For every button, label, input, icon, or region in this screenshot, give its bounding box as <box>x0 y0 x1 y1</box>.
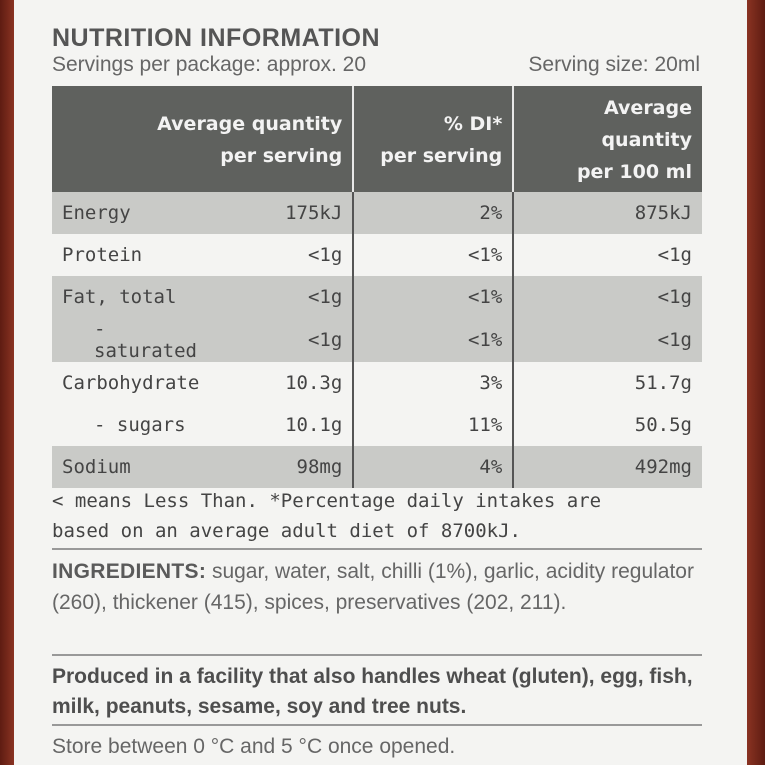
bottle-edge-right <box>747 0 765 765</box>
per-serving-value: <1g <box>209 318 355 362</box>
header-line: per 100 ml <box>576 161 692 183</box>
table-row: Protein <1g <1% <1g <box>52 234 702 276</box>
header-line: per serving <box>380 145 503 167</box>
per-serving-value: 175kJ <box>209 192 355 234</box>
nutrient-name: - saturated <box>52 318 210 362</box>
per-serving-value: 10.1g <box>209 404 355 446</box>
divider <box>52 724 702 726</box>
nutrient-name: - sugars <box>52 404 210 446</box>
footnote-line: < means Less Than. *Percentage daily int… <box>52 490 602 512</box>
ingredients-block: INGREDIENTS: sugar, water, salt, chilli … <box>52 556 702 618</box>
divider <box>52 654 702 656</box>
header-di-per-serving: % DI* per serving <box>353 86 515 192</box>
table-row: - sugars 10.1g 11% 50.5g <box>52 404 702 446</box>
per-100ml-value: 875kJ <box>513 192 702 234</box>
per-100ml-value: <1g <box>513 234 702 276</box>
per-serving-value: 10.3g <box>209 362 355 404</box>
nutrition-table: Average quantity per serving % DI* per s… <box>52 86 702 488</box>
servings-per-package: Servings per package: approx. 20 <box>52 53 367 76</box>
per-serving-value: <1g <box>209 276 355 318</box>
nutrition-title: NUTRITION INFORMATION <box>52 24 381 52</box>
serving-info: Servings per package: approx. 20 Serving… <box>52 52 700 78</box>
per-100ml-value: 492mg <box>513 446 702 488</box>
di-value: 11% <box>353 404 515 446</box>
per-100ml-value: <1g <box>513 276 702 318</box>
header-avg-per-100ml: Average quantity per 100 ml <box>513 86 702 192</box>
serving-size: Serving size: 20ml <box>528 53 700 76</box>
di-value: <1% <box>353 276 515 318</box>
nutrient-name: Carbohydrate <box>52 362 210 404</box>
ingredients-label: INGREDIENTS: <box>52 560 207 583</box>
divider <box>52 548 702 550</box>
header-line: Average quantity <box>157 113 343 135</box>
header-avg-per-serving: Average quantity per serving <box>52 86 355 192</box>
per-serving-value: <1g <box>209 234 355 276</box>
product-label: NUTRITION INFORMATION Servings per packa… <box>14 0 747 765</box>
nutrition-panel: NUTRITION INFORMATION Servings per packa… <box>52 24 702 758</box>
table-header-row: Average quantity per serving % DI* per s… <box>52 86 702 192</box>
storage-instructions: Store between 0 °C and 5 °C once opened. <box>52 735 456 758</box>
per-100ml-value: <1g <box>513 318 702 362</box>
header-line: per serving <box>220 145 343 167</box>
table-row: Fat, total <1g <1% <1g <box>52 276 702 318</box>
header-line: % DI* <box>443 113 503 135</box>
table-row: Energy 175kJ 2% 875kJ <box>52 192 702 234</box>
nutrient-name: Energy <box>52 192 210 234</box>
allergen-statement: Produced in a facility that also handles… <box>52 665 693 718</box>
footnote-line: based on an average adult diet of 8700kJ… <box>52 520 521 542</box>
per-100ml-value: 51.7g <box>513 362 702 404</box>
di-value: <1% <box>353 318 515 362</box>
nutrient-name: Fat, total <box>52 276 210 318</box>
footnote: < means Less Than. *Percentage daily int… <box>52 486 702 546</box>
header-line: Average quantity <box>601 97 692 151</box>
table-row: - saturated <1g <1% <1g <box>52 318 702 362</box>
di-value: 4% <box>353 446 515 488</box>
nutrient-name: Protein <box>52 234 210 276</box>
di-value: 2% <box>353 192 515 234</box>
bottle-edge-left <box>0 0 14 765</box>
per-100ml-value: 50.5g <box>513 404 702 446</box>
table-row: Sodium 98mg 4% 492mg <box>52 446 702 488</box>
di-value: 3% <box>353 362 515 404</box>
ingredients-text: sugar, water, salt, chilli (1%), garlic,… <box>52 560 694 614</box>
per-serving-value: 98mg <box>209 446 355 488</box>
nutrient-name: Sodium <box>52 446 210 488</box>
table-row: Carbohydrate 10.3g 3% 51.7g <box>52 362 702 404</box>
di-value: <1% <box>353 234 515 276</box>
